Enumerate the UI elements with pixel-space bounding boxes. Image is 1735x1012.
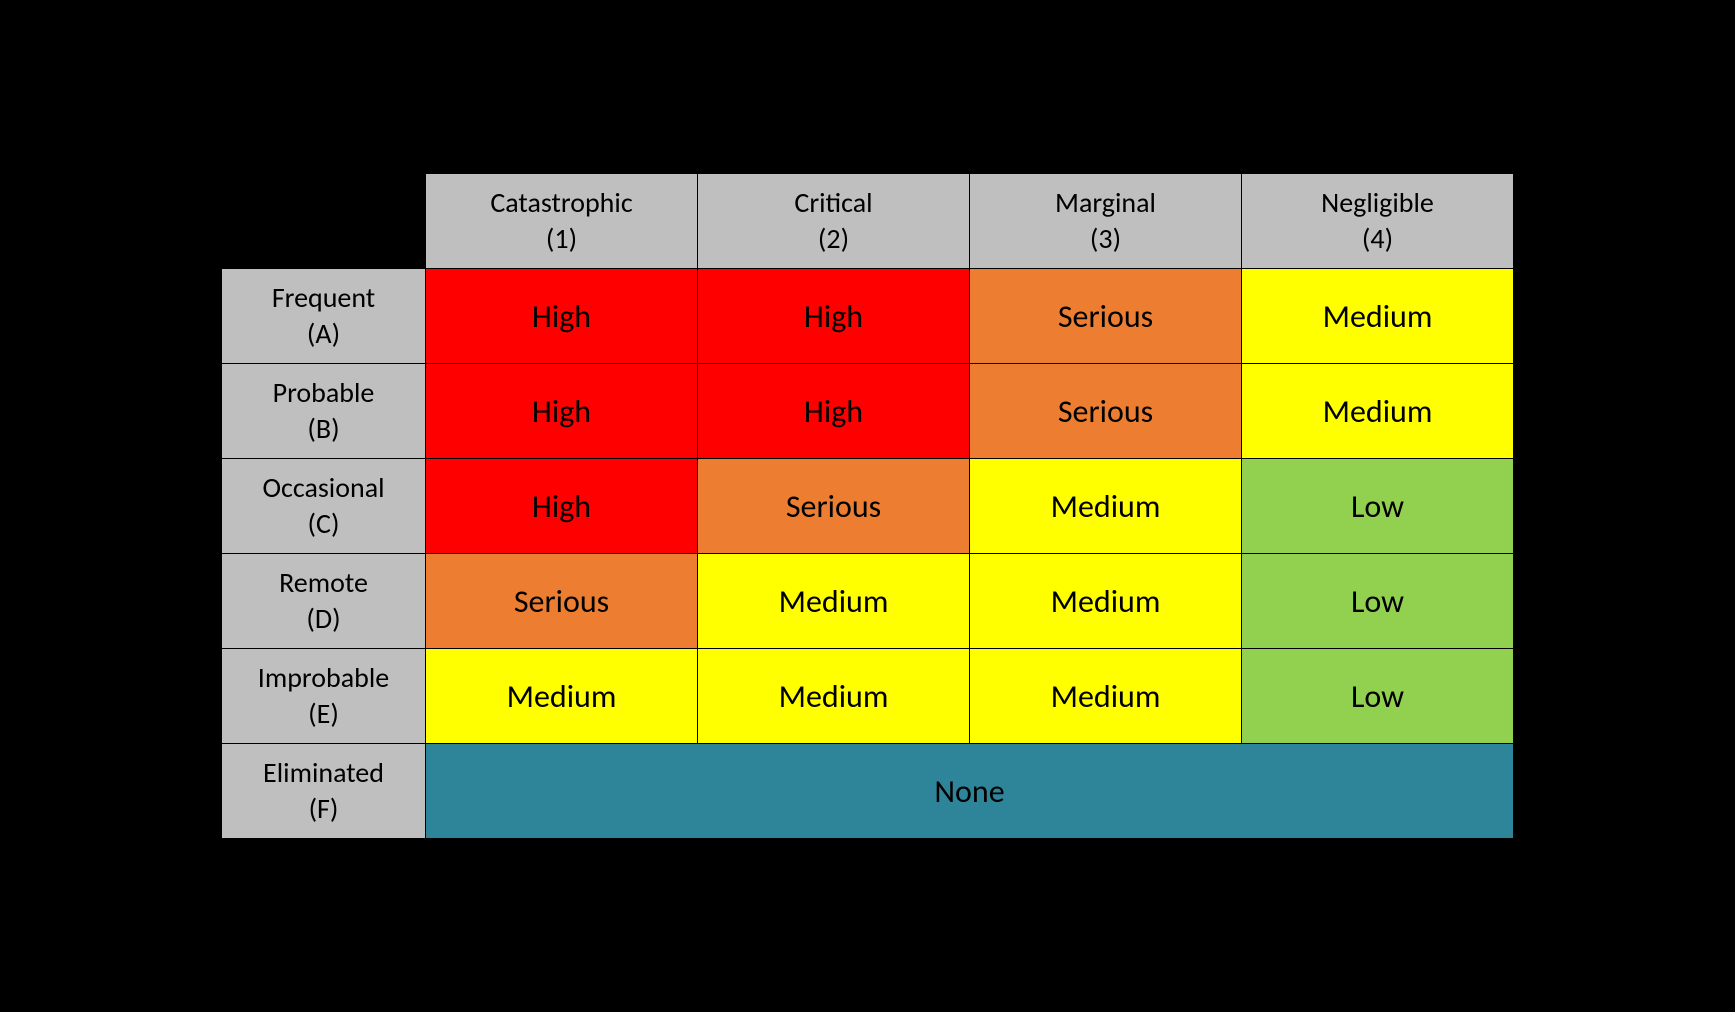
table-row: Improbable (E) Medium Medium Medium Low	[222, 649, 1514, 744]
table-row: Eliminated (F) None	[222, 744, 1514, 839]
col-header-3-code: (3)	[978, 221, 1233, 257]
risk-cell-e2: Medium	[698, 649, 970, 744]
row-header-d-code: (D)	[230, 601, 417, 637]
row-header-a-code: (A)	[230, 316, 417, 352]
table-row: Occasional (C) High Serious Medium Low	[222, 459, 1514, 554]
table-row: Probable (B) High High Serious Medium	[222, 364, 1514, 459]
risk-cell-b1: High	[426, 364, 698, 459]
table-row: Frequent (A) High High Serious Medium	[222, 269, 1514, 364]
risk-cell-c3: Medium	[970, 459, 1242, 554]
risk-matrix: Catastrophic (1) Critical (2) Marginal (…	[221, 173, 1514, 839]
row-header-e-label: Improbable	[258, 660, 389, 695]
row-header-d-label: Remote	[279, 565, 368, 600]
risk-cell-a1: High	[426, 269, 698, 364]
row-header-c-code: (C)	[230, 506, 417, 542]
row-header-b-label: Probable	[273, 375, 375, 410]
col-header-1-code: (1)	[434, 221, 689, 257]
corner-empty-cell	[222, 174, 426, 269]
table-row: Remote (D) Serious Medium Medium Low	[222, 554, 1514, 649]
risk-cell-e4: Low	[1242, 649, 1514, 744]
row-header-c-label: Occasional	[262, 470, 384, 505]
risk-cell-e3: Medium	[970, 649, 1242, 744]
risk-cell-b2: High	[698, 364, 970, 459]
risk-cell-d4: Low	[1242, 554, 1514, 649]
risk-cell-b4: Medium	[1242, 364, 1514, 459]
col-header-1: Catastrophic (1)	[426, 174, 698, 269]
col-header-4: Negligible (4)	[1242, 174, 1514, 269]
row-header-a-label: Frequent	[272, 280, 375, 315]
risk-matrix-table: Catastrophic (1) Critical (2) Marginal (…	[221, 173, 1514, 839]
risk-cell-a2: High	[698, 269, 970, 364]
col-header-1-label: Catastrophic	[490, 185, 632, 220]
col-header-2-label: Critical	[794, 185, 872, 220]
risk-cell-d2: Medium	[698, 554, 970, 649]
row-header-e-code: (E)	[230, 696, 417, 732]
row-header-c: Occasional (C)	[222, 459, 426, 554]
row-header-e: Improbable (E)	[222, 649, 426, 744]
col-header-4-label: Negligible	[1321, 185, 1434, 220]
col-header-3: Marginal (3)	[970, 174, 1242, 269]
row-header-f-label: Eliminated	[263, 755, 384, 790]
risk-cell-b3: Serious	[970, 364, 1242, 459]
row-header-f: Eliminated (F)	[222, 744, 426, 839]
risk-cell-c2: Serious	[698, 459, 970, 554]
risk-cell-d1: Serious	[426, 554, 698, 649]
risk-cell-c4: Low	[1242, 459, 1514, 554]
risk-cell-eliminated: None	[426, 744, 1514, 839]
row-header-b: Probable (B)	[222, 364, 426, 459]
row-header-d: Remote (D)	[222, 554, 426, 649]
row-header-b-code: (B)	[230, 411, 417, 447]
row-header-f-code: (F)	[230, 791, 417, 827]
col-header-4-code: (4)	[1250, 221, 1505, 257]
risk-cell-a4: Medium	[1242, 269, 1514, 364]
col-header-2-code: (2)	[706, 221, 961, 257]
col-header-2: Critical (2)	[698, 174, 970, 269]
risk-cell-d3: Medium	[970, 554, 1242, 649]
header-row: Catastrophic (1) Critical (2) Marginal (…	[222, 174, 1514, 269]
row-header-a: Frequent (A)	[222, 269, 426, 364]
risk-cell-a3: Serious	[970, 269, 1242, 364]
col-header-3-label: Marginal	[1055, 185, 1156, 220]
risk-cell-e1: Medium	[426, 649, 698, 744]
risk-cell-c1: High	[426, 459, 698, 554]
